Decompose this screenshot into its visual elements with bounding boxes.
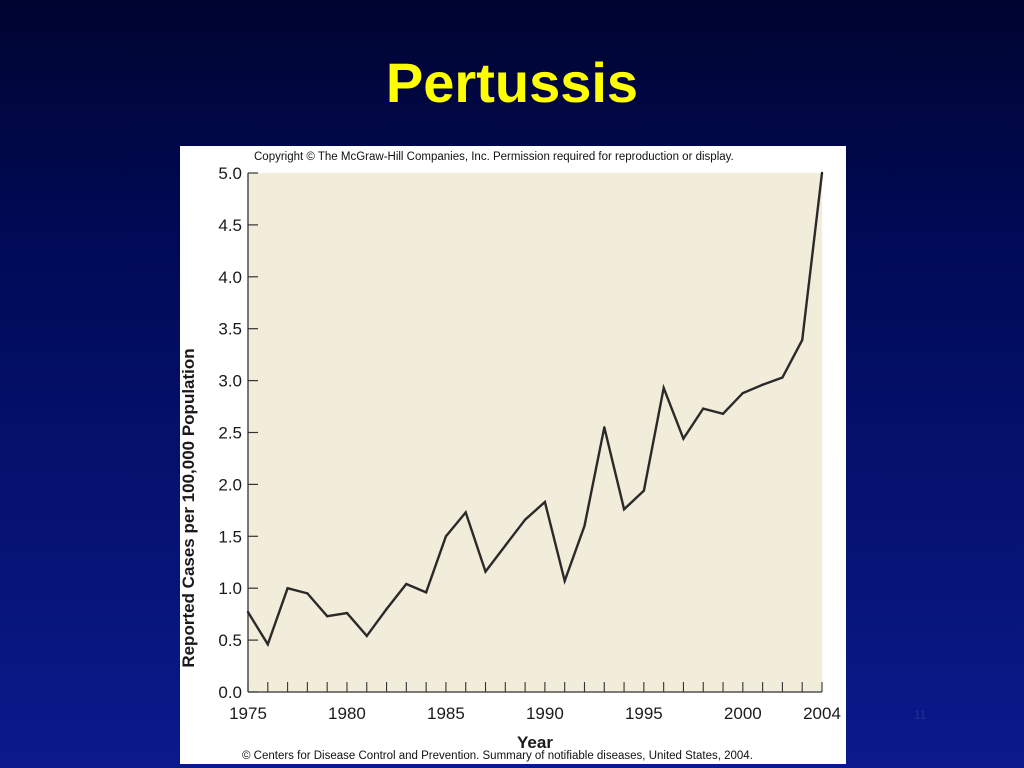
tick-labels: 0.0 0.5 1.0 1.5 2.0 2.5 3.0 3.5 4.0 4.5 5.0 1975 198… <box>218 164 841 723</box>
y-tick-label: 0.5 <box>218 631 242 650</box>
data-point <box>741 391 745 395</box>
plot-background <box>248 173 822 692</box>
data-point <box>702 407 705 410</box>
source-note: © Centers for Disease Control and Preven… <box>242 750 753 762</box>
slide-title: Pertussis <box>385 51 639 114</box>
axes <box>247 172 823 693</box>
y-tick-label: 4.5 <box>218 216 242 235</box>
data-point <box>622 508 626 511</box>
x-tick-label: 1985 <box>427 704 465 723</box>
y-tick-label: 1.0 <box>218 579 242 598</box>
data-point <box>583 524 586 528</box>
data-point <box>365 634 368 638</box>
y-tick-label: 3.5 <box>218 320 242 339</box>
x-tick-label: 2000 <box>724 704 762 723</box>
data-point <box>405 582 408 586</box>
data-point <box>424 591 428 594</box>
data-point <box>682 437 685 440</box>
chart-figure: Copyright © The McGraw-Hill Companies, I… <box>180 146 846 764</box>
data-point <box>603 426 606 429</box>
series-line <box>246 172 824 648</box>
y-tick-label: 5.0 <box>218 164 242 183</box>
line-chart: Copyright © The McGraw-Hill Companies, I… <box>180 151 841 762</box>
x-tick-label: 1995 <box>625 704 663 723</box>
data-point <box>721 412 725 416</box>
data-point <box>543 500 547 504</box>
data-point <box>781 376 784 379</box>
series-points <box>246 171 824 646</box>
data-point <box>345 611 349 615</box>
data-point <box>266 643 269 646</box>
data-point <box>523 518 527 521</box>
data-point <box>306 592 309 595</box>
x-tick-label: 1980 <box>328 704 366 723</box>
data-point <box>246 610 250 614</box>
x-axis-title: Year <box>517 733 553 752</box>
y-tick-label: 4.0 <box>218 268 242 287</box>
data-point <box>563 579 566 583</box>
y-tick-label: 1.5 <box>218 527 242 546</box>
data-point <box>761 383 764 386</box>
y-tick-label: 2.0 <box>218 475 242 494</box>
copyright-note: Copyright © The McGraw-Hill Companies, I… <box>254 151 734 163</box>
x-tick-label: 1975 <box>229 704 267 723</box>
y-tick-label: 2.5 <box>218 424 242 443</box>
data-point <box>820 171 824 175</box>
x-tick-label: 2004 <box>803 704 841 723</box>
slide-number: 11 <box>914 708 927 722</box>
data-point <box>286 587 289 590</box>
data-point <box>444 535 448 538</box>
data-point <box>385 607 388 611</box>
data-point <box>464 511 467 514</box>
data-point <box>662 386 665 390</box>
data-point <box>325 615 329 618</box>
y-tick-label: 3.0 <box>218 372 242 391</box>
y-tick-label: 0.0 <box>218 683 242 702</box>
data-point <box>504 544 507 547</box>
x-tick-label: 1990 <box>526 704 564 723</box>
y-axis-title: Reported Cases per 100,000 Population <box>180 348 198 667</box>
data-point <box>642 489 646 492</box>
data-point <box>484 570 487 573</box>
data-point <box>801 338 804 342</box>
